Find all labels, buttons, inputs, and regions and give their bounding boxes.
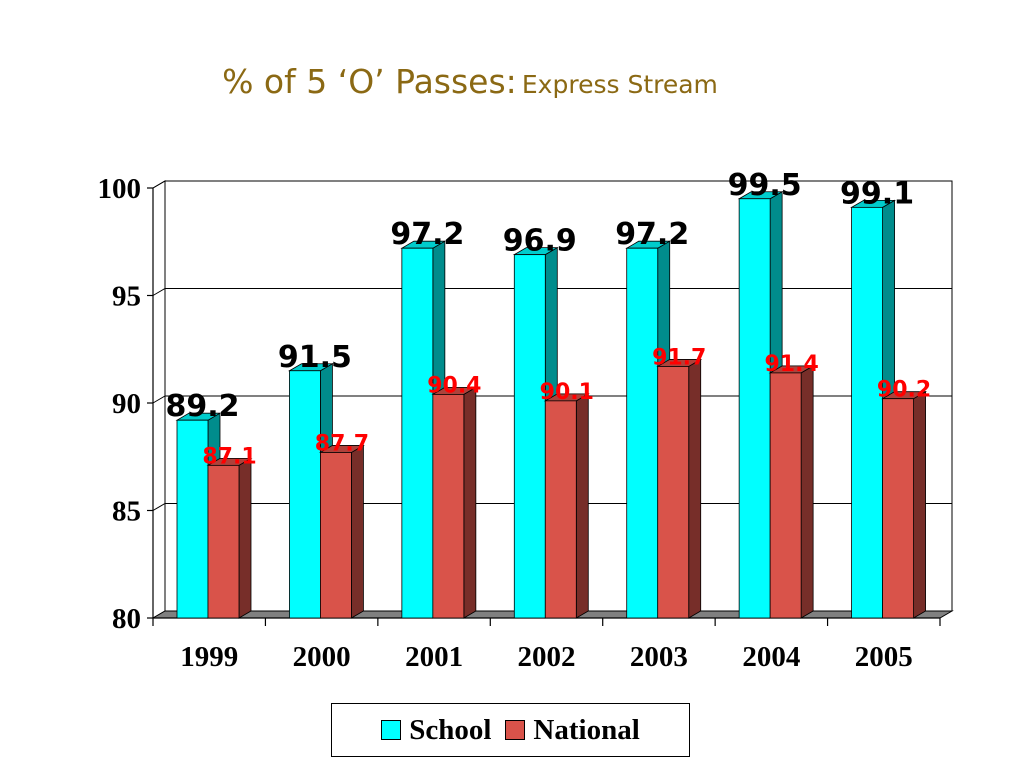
bar-national [768, 365, 815, 619]
legend-item-national: National [505, 713, 640, 747]
y-tick-label: 95 [112, 281, 141, 313]
x-tick-label: 2002 [518, 641, 576, 673]
bar-national [543, 393, 590, 619]
legend-swatch-national [505, 720, 526, 740]
data-label-school: 99.1 [840, 176, 914, 211]
y-tick-label: 80 [112, 603, 141, 635]
chart-title-sub: Express Stream [521, 70, 718, 99]
x-tick-label: 2000 [293, 641, 351, 673]
data-label-national: 90.2 [877, 378, 931, 403]
data-label-national: 91.4 [765, 352, 819, 377]
data-label-national: 87.1 [202, 444, 256, 469]
legend-swatch-school [381, 720, 402, 740]
bar-national [318, 444, 365, 619]
data-label-national: 87.7 [315, 431, 369, 456]
gridline [152, 288, 952, 296]
data-label-school: 96.9 [503, 224, 577, 259]
chart-legend: School National [331, 703, 690, 757]
x-tick-label: 2005 [855, 641, 913, 673]
legend-label-school: School [409, 713, 492, 746]
data-label-national: 91.7 [652, 345, 706, 370]
data-label-school: 97.2 [615, 217, 689, 252]
bar-national [656, 358, 703, 619]
bar-national [206, 457, 253, 619]
bar-national [881, 391, 928, 619]
data-label-national: 90.4 [427, 373, 481, 398]
data-label-national: 90.1 [540, 380, 594, 405]
chart-title: % of 5 ‘O’ Passes: Express Stream [0, 62, 940, 101]
data-label-school: 97.2 [390, 217, 464, 252]
gridline [152, 180, 952, 189]
x-tick-label: 1999 [180, 641, 238, 673]
data-label-school: 91.5 [278, 340, 352, 375]
data-label-school: 99.5 [728, 168, 802, 203]
data-label-school: 89.2 [165, 389, 239, 424]
bar-national [431, 386, 478, 619]
legend-item-school: School [381, 714, 491, 747]
bar-chart: 80 85 90 95 100 1999 2000 2001 2002 2003 2004 2005 8… [98, 168, 954, 673]
y-tick-label: 100 [98, 173, 142, 205]
x-tick-label: 2001 [405, 641, 463, 673]
legend-label-national: National [533, 713, 640, 746]
x-tick-label: 2004 [742, 641, 800, 673]
y-tick-label: 85 [112, 496, 141, 528]
x-tick-label: 2003 [630, 641, 688, 673]
y-tick-label: 90 [112, 388, 141, 420]
chart-title-main: % of 5 ‘O’ Passes: [222, 62, 517, 101]
